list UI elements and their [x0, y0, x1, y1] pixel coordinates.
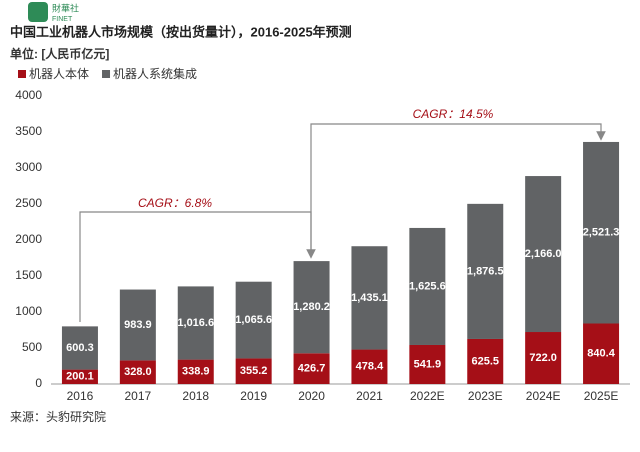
y-tick-label: 1000 [15, 304, 42, 318]
logo-name: 財華社 [52, 2, 79, 13]
y-tick-label: 0 [35, 376, 42, 390]
legend-label: 机器人系统集成 [113, 66, 197, 81]
data-label: 722.0 [529, 352, 557, 364]
y-tick-label: 3500 [15, 124, 42, 138]
bar-segment [409, 344, 446, 384]
x-tick-label: 2021 [356, 389, 383, 403]
y-tick-label: 2500 [15, 196, 42, 210]
x-tick-label: 2019 [240, 389, 267, 403]
bar-segment [467, 203, 504, 339]
bar-segment [409, 227, 446, 345]
bar-segment [583, 141, 620, 324]
x-tick-label: 2022E [410, 389, 445, 403]
x-tick-label: 2024E [526, 389, 561, 403]
data-label: 1,016.6 [177, 317, 214, 329]
legend-swatch [18, 70, 26, 78]
legend-swatch [102, 70, 111, 78]
source: 来源：头豹研究院 [10, 409, 106, 424]
data-label: 1,876.5 [467, 265, 504, 277]
bar-segment [235, 281, 272, 359]
bar-segment [293, 261, 330, 354]
data-label: 2,166.0 [525, 248, 562, 260]
bar-segment [525, 332, 562, 384]
x-tick-label: 2023E [468, 389, 503, 403]
bar-segment [351, 349, 388, 384]
data-label: 1,435.1 [351, 292, 388, 304]
y-tick-label: 4000 [15, 88, 42, 102]
data-label: 200.1 [66, 371, 94, 383]
bar-segment [351, 246, 388, 350]
bar-segment [467, 338, 504, 384]
data-label: 625.5 [471, 355, 499, 367]
bar-segment [525, 176, 562, 333]
cagr-arrow [310, 123, 606, 254]
bar-segment [119, 289, 156, 361]
data-label: 600.3 [66, 342, 94, 354]
x-tick-label: 2016 [67, 389, 94, 403]
cagr-label: CAGR：6.8% [138, 196, 212, 210]
data-label: 1,280.2 [293, 301, 330, 313]
data-label: 1,625.6 [409, 280, 446, 292]
x-tick-label: 2018 [182, 389, 209, 403]
bar-segment [177, 286, 214, 360]
data-label: 355.2 [240, 365, 268, 377]
data-label: 338.9 [182, 366, 210, 378]
x-tick-label: 2020 [298, 389, 325, 403]
x-tick-label: 2025E [584, 389, 619, 403]
x-tick-label: 2017 [124, 389, 151, 403]
data-label: 2,521.3 [583, 227, 620, 239]
bar-segment [177, 359, 214, 384]
data-label: 983.9 [124, 319, 152, 331]
chart-title: 中国工业机器人市场规模（按出货量计），2016-2025年预测 [10, 24, 352, 39]
y-tick-label: 1500 [15, 268, 42, 282]
y-tick-label: 2000 [15, 232, 42, 246]
bar-segment [583, 323, 620, 384]
data-label: 541.9 [414, 358, 442, 370]
bar-segment [61, 369, 98, 384]
logo-sub: FINET [52, 16, 73, 23]
data-label: 840.4 [587, 348, 615, 360]
bar-segment [119, 360, 156, 384]
cagr-label: CAGR：14.5% [413, 107, 494, 121]
y-tick-label: 500 [22, 340, 42, 354]
chart-subtitle: 单位: [人民币亿元] [10, 46, 109, 61]
bar-segment [61, 326, 98, 370]
data-label: 328.0 [124, 366, 152, 378]
legend-label: 机器人本体 [29, 67, 89, 81]
data-label: 478.4 [356, 361, 384, 373]
data-label: 1,065.6 [235, 314, 272, 326]
y-tick-label: 3000 [15, 160, 42, 174]
logo-mark [28, 2, 48, 22]
data-label: 426.7 [298, 363, 326, 375]
bar-segment [293, 353, 330, 384]
bar-segment [235, 358, 272, 384]
